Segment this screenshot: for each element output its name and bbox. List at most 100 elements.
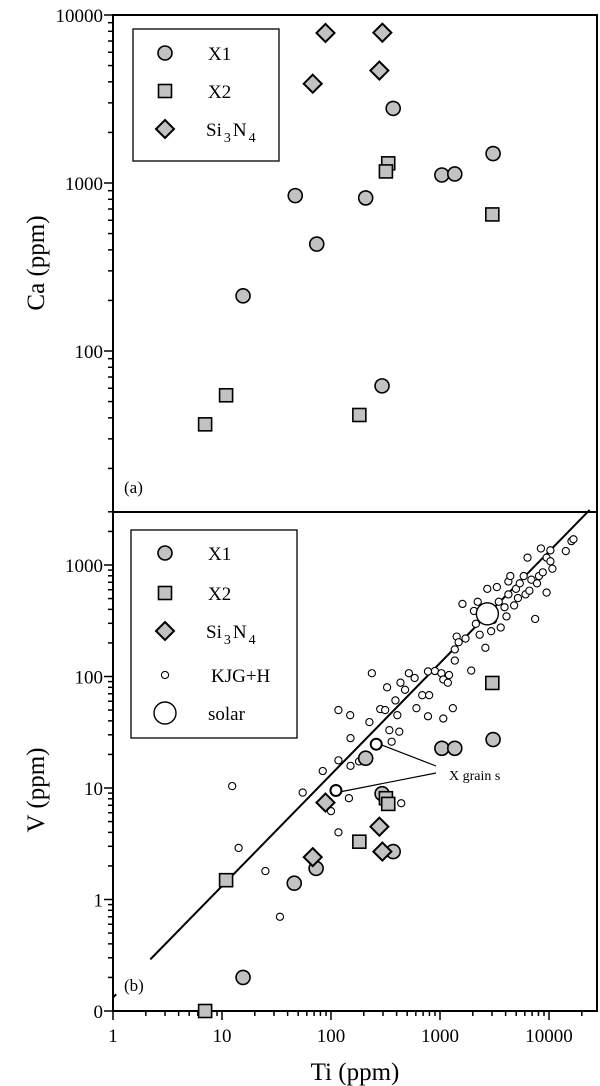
data-point-x1 [308, 236, 325, 252]
data-point-kjg-h [395, 727, 404, 736]
data-point-kjg-h [546, 546, 555, 555]
data-point-kjg-h [423, 667, 433, 676]
data-point-kjg-h [382, 683, 392, 692]
panel-b-plot-frame [112, 511, 598, 1012]
panel-a-y-tick-label: 100 [75, 342, 104, 363]
data-point-x1 [434, 167, 450, 183]
data-point-x1 [446, 740, 463, 757]
data-point-kjg-h [275, 912, 285, 921]
data-point-x-grains-kjg-h- [369, 737, 383, 751]
data-point-si3n4 [368, 816, 390, 838]
panel-b-y-tick-label: 1000 [65, 556, 103, 577]
panel-a-legend-marker-square [157, 83, 173, 99]
data-point-kjg-h [454, 638, 463, 647]
data-point-x2 [380, 796, 396, 812]
data-point-kjg-h [561, 546, 570, 556]
panel-b-legend-label: Si 3 N 4 [206, 622, 256, 648]
panel-b-label: (b) [124, 976, 144, 995]
data-point-kjg-h [471, 619, 481, 628]
data-point-x2 [352, 834, 367, 849]
data-point-kjg-h [344, 794, 354, 803]
data-point-x2 [218, 387, 234, 403]
data-point-kjg-h [548, 564, 557, 573]
panel-a-y-tick-label: 1000 [65, 174, 103, 195]
data-point-kjg-h [326, 806, 336, 816]
data-point-kjg-h [519, 571, 528, 581]
data-point-kjg-h [404, 669, 414, 678]
data-point-kjg-h [525, 586, 534, 595]
panel-a-y-axis-title: Ca (ppm) [23, 215, 50, 310]
panel-b-y-tick-label: 10 [84, 779, 103, 800]
data-point-kjg-h [367, 669, 376, 678]
data-point-kjg-h [492, 582, 502, 592]
data-point-kjg-h [393, 711, 402, 720]
data-point-kjg-h [496, 623, 505, 632]
x-tick-label: 10 [213, 1026, 232, 1047]
x-tick-label: 10000 [525, 1026, 573, 1047]
x-tick-label: 100 [317, 1026, 346, 1047]
data-point-kjg-h [444, 670, 454, 680]
data-point-x1 [385, 100, 401, 117]
panel-b-legend-marker-square [157, 585, 173, 601]
legend-subscript: 4 [249, 131, 256, 146]
data-point-kjg-h [234, 843, 243, 853]
data-point-kjg-h [423, 712, 433, 721]
data-point-x1 [287, 187, 304, 204]
panel-a-legend-label: X2 [208, 82, 231, 103]
panel-b-y-tick-label: 100 [75, 668, 104, 689]
data-point-x1 [235, 288, 251, 304]
reference-line-stub [112, 993, 117, 999]
data-point-x1 [235, 969, 251, 986]
data-point-x1 [286, 875, 303, 892]
data-point-kjg-h [527, 575, 536, 584]
panel-b-legend-marker-small-open-circle [160, 670, 170, 680]
data-point-kjg-h [397, 799, 406, 808]
data-point-kjg-h [461, 634, 470, 643]
data-point-kjg-h [513, 593, 523, 603]
panel-b-legend-marker-circle [157, 545, 173, 561]
data-point-x2 [378, 164, 394, 179]
data-point-kjg-h [473, 597, 482, 606]
data-point-kjg-h [532, 579, 542, 588]
data-point-kjg-h [546, 557, 555, 566]
annotation-leader-line [382, 744, 437, 767]
data-point-x1 [485, 731, 501, 748]
data-point-kjg-h [334, 705, 343, 715]
data-point-kjg-h [502, 612, 511, 621]
data-point-kjg-h [504, 590, 513, 599]
data-point-x1 [446, 166, 463, 182]
data-point-x1 [374, 378, 390, 394]
data-point-solar [475, 602, 500, 626]
data-point-x2 [485, 675, 500, 691]
legend-text-part: N [233, 120, 247, 141]
data-point-kjg-h [365, 717, 374, 727]
data-point-kjg-h [439, 714, 448, 723]
panel-a-label: (a) [124, 478, 143, 497]
data-point-kjg-h [385, 726, 394, 735]
legend-subscript: 3 [224, 633, 231, 648]
data-point-si3n4 [302, 73, 324, 95]
data-point-x1 [485, 145, 501, 162]
data-point-kjg-h [506, 571, 515, 581]
data-point-kjg-h [412, 704, 421, 713]
data-point-kjg-h [511, 584, 521, 594]
data-point-x2 [352, 407, 367, 423]
data-point-si3n4 [368, 60, 390, 81]
data-point-si3n4 [315, 792, 336, 813]
legend-text-part: N [233, 622, 247, 643]
data-point-kjg-h [481, 643, 490, 652]
data-point-kjg-h [424, 691, 434, 700]
data-point-x1 [357, 750, 374, 767]
data-point-kjg-h [381, 705, 390, 715]
data-point-x1 [357, 190, 374, 206]
data-point-kjg-h [391, 696, 400, 705]
data-point-kjg-h [443, 678, 452, 687]
data-point-si3n4 [302, 846, 324, 868]
data-point-kjg-h [483, 584, 492, 594]
x-tick-label: 1 [108, 1026, 118, 1047]
panel-b-y-axis-title: V (ppm) [23, 748, 50, 833]
data-point-kjg-h [396, 678, 405, 687]
panel-a-legend-marker-circle [157, 45, 173, 61]
